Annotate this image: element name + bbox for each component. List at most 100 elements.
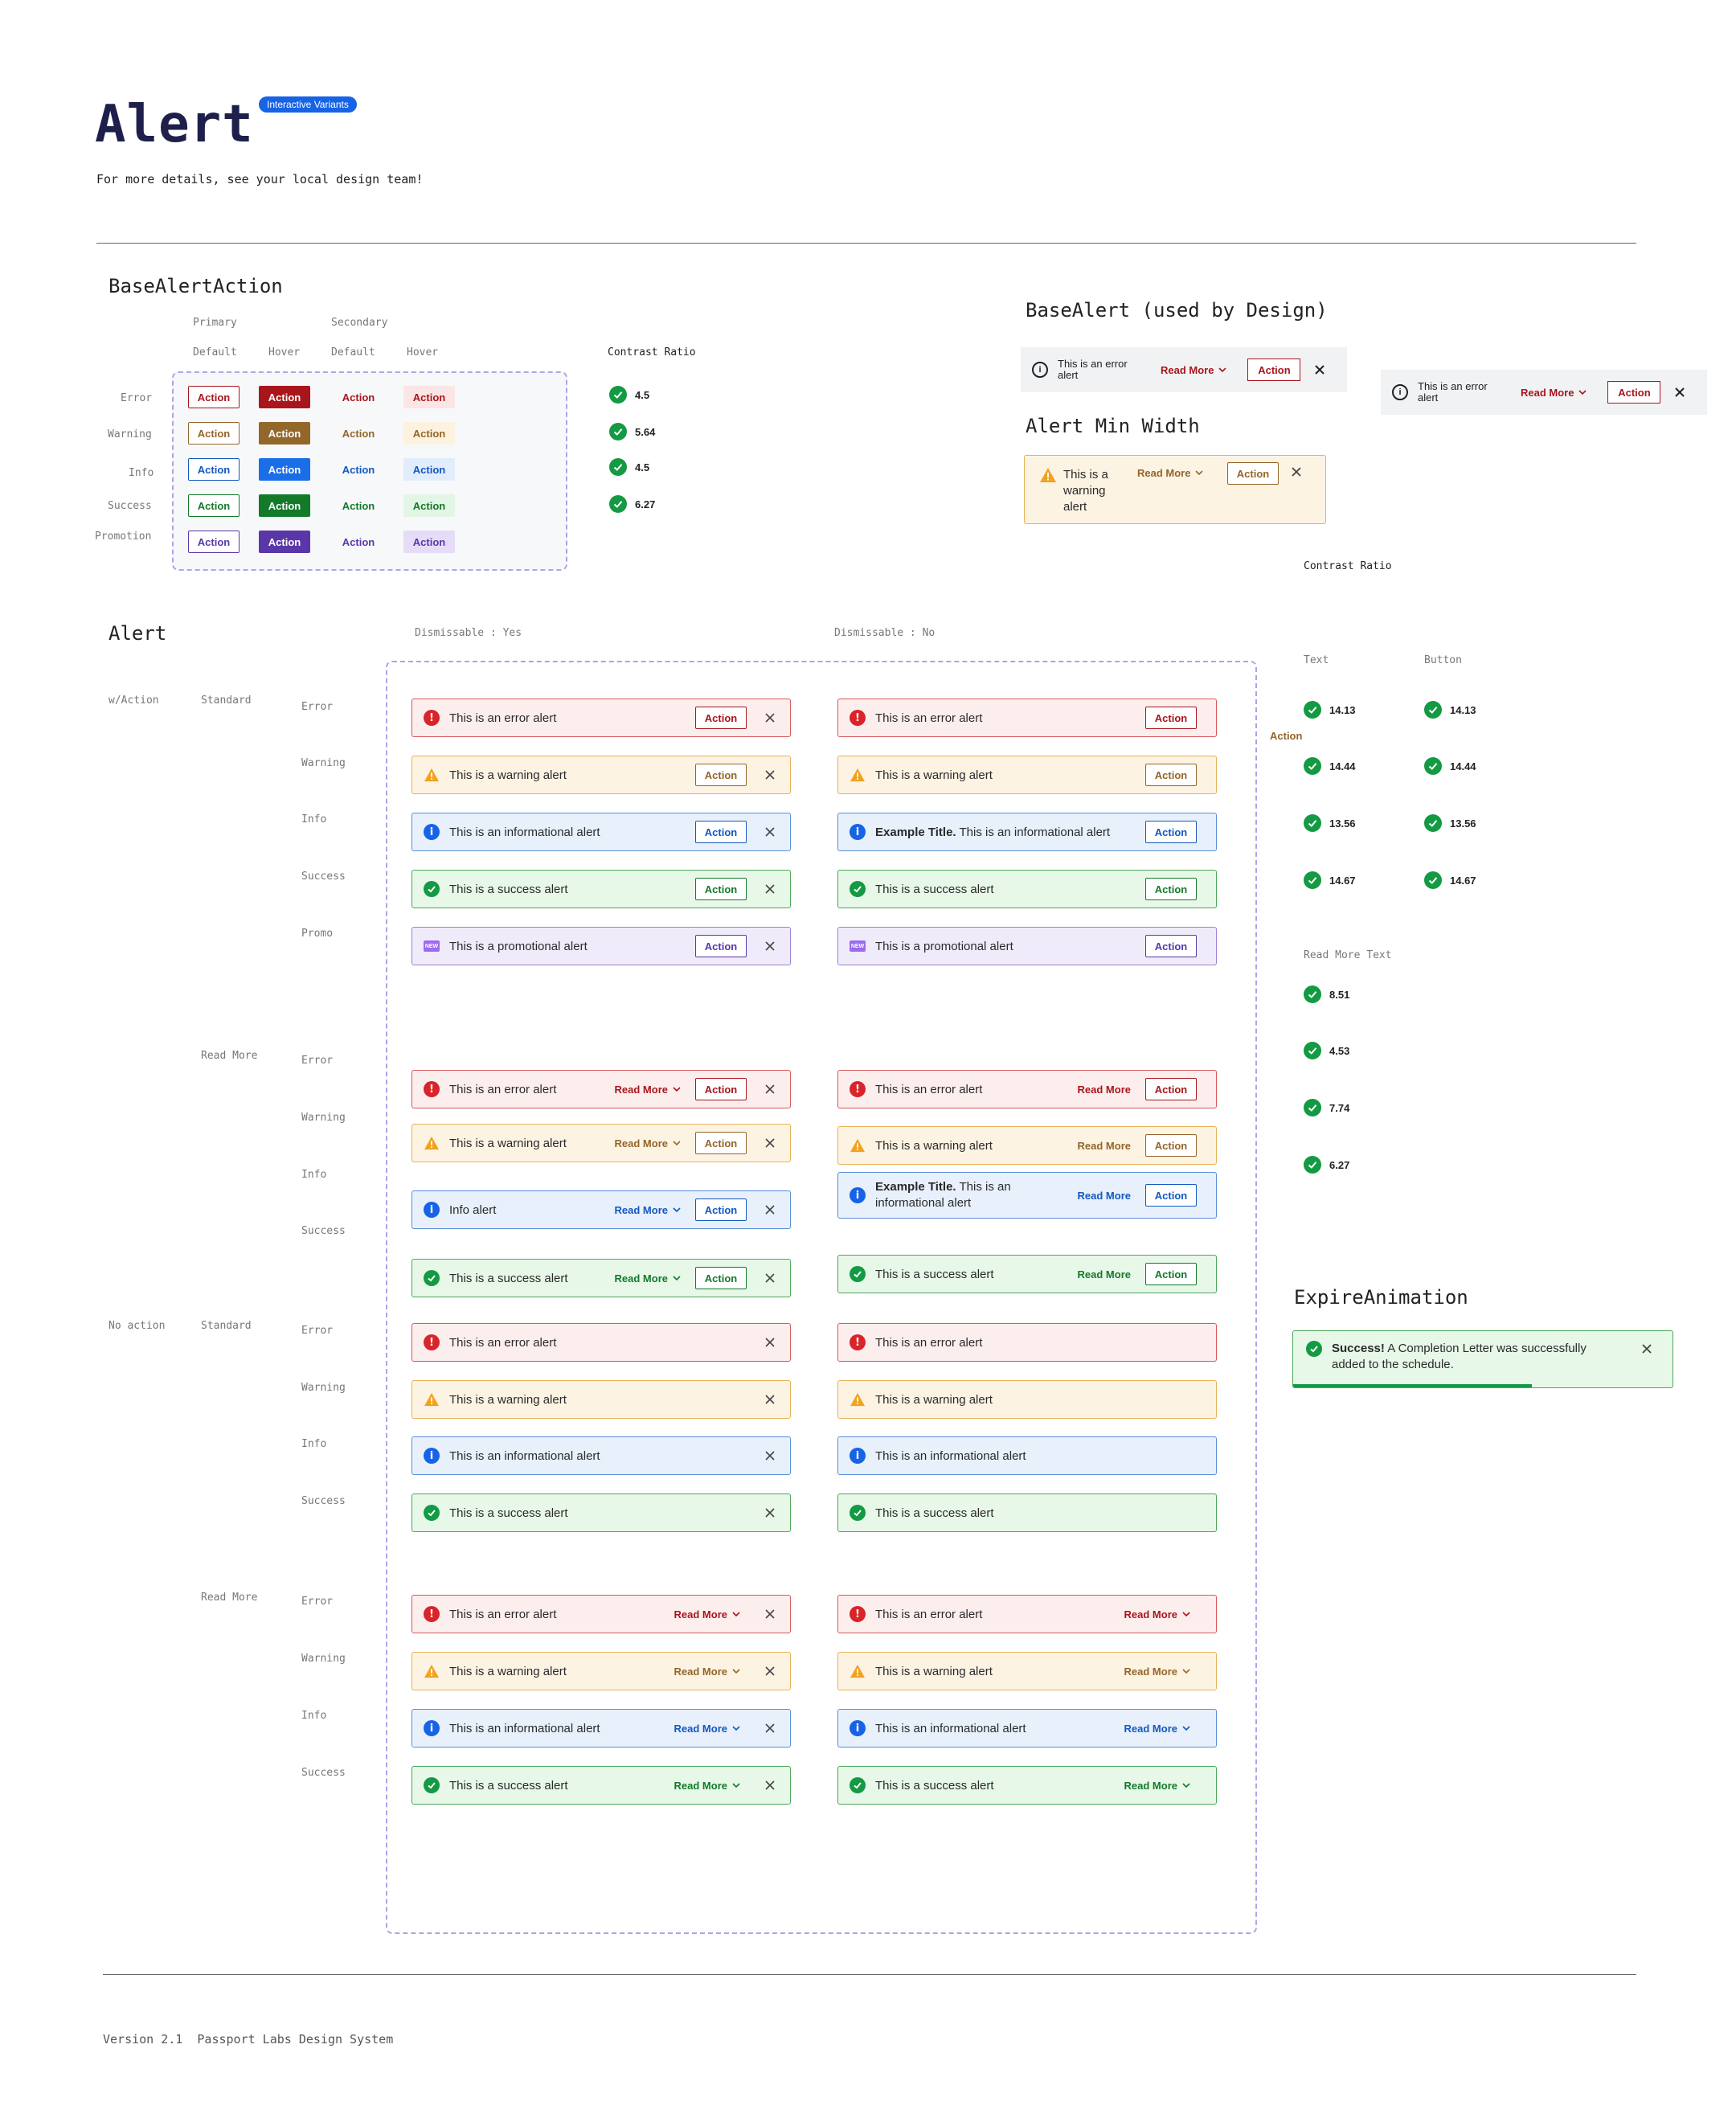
alert-action-button[interactable]: Action — [695, 764, 747, 786]
alert-text: This is a success alert — [449, 882, 568, 896]
alert-text: This is a promotional alert — [875, 939, 1013, 953]
close-icon[interactable] — [761, 1605, 779, 1623]
type-label-success: Success — [301, 1767, 346, 1779]
type-label-error: Error — [301, 701, 334, 713]
promotion-secondary-hover-button[interactable]: Action — [403, 531, 455, 553]
close-icon[interactable] — [761, 766, 779, 784]
alert-action-button[interactable]: Action — [1145, 764, 1197, 786]
row-label-promotion: Promotion — [95, 531, 152, 543]
close-icon[interactable] — [761, 1269, 779, 1287]
error-secondary-default-button[interactable]: Action — [342, 391, 375, 404]
close-icon[interactable] — [761, 1447, 779, 1465]
alert-warning: This is a warning alert Read More Action — [411, 1124, 791, 1162]
read-more-toggle[interactable]: Read More — [615, 1137, 681, 1149]
close-icon[interactable] — [761, 937, 779, 955]
read-more-toggle[interactable]: Read More — [1078, 1084, 1131, 1096]
read-more-label: Read More — [614, 1137, 668, 1149]
close-icon[interactable] — [761, 1080, 779, 1098]
alert-action-button[interactable]: Action — [695, 1267, 747, 1289]
read-more-label: Read More — [1077, 1083, 1131, 1096]
close-icon[interactable] — [1290, 465, 1303, 482]
error-primary-hover-button[interactable]: Action — [259, 386, 310, 408]
info-secondary-hover-button[interactable]: Action — [403, 458, 455, 481]
close-icon[interactable] — [761, 880, 779, 898]
alert-action-button[interactable]: Action — [695, 1132, 747, 1154]
check-circle-icon — [424, 1777, 440, 1793]
expire-alert-text-2: added to the schedule. — [1332, 1358, 1454, 1371]
alert-action-button[interactable]: Action — [1145, 1184, 1197, 1207]
action-ratio-warning: 5.64 — [635, 426, 656, 438]
alert-action-button[interactable]: Action — [695, 878, 747, 900]
promotion-primary-hover-button[interactable]: Action — [259, 531, 310, 553]
close-icon[interactable] — [761, 1504, 779, 1522]
alert-action-button[interactable]: Action — [1145, 707, 1197, 729]
close-icon[interactable] — [761, 1391, 779, 1408]
alert-action-button[interactable]: Action — [1145, 878, 1197, 900]
alert-action-button[interactable]: Action — [695, 935, 747, 957]
alert-action-button[interactable]: Action — [695, 707, 747, 729]
success-primary-hover-button[interactable]: Action — [259, 494, 310, 517]
alert-action-button[interactable]: Action — [695, 1198, 747, 1221]
alert-action-button[interactable]: Action — [1145, 821, 1197, 843]
close-icon[interactable] — [761, 1201, 779, 1219]
read-more-toggle[interactable]: Read More — [674, 1723, 740, 1735]
base-alert-read-more[interactable]: Read More — [1161, 364, 1227, 376]
close-icon[interactable] — [1312, 362, 1328, 378]
min-width-action-button[interactable]: Action — [1227, 462, 1279, 485]
promotion-secondary-default-button[interactable]: Action — [342, 535, 375, 548]
close-icon[interactable] — [761, 1776, 779, 1794]
close-icon[interactable] — [761, 709, 779, 727]
read-more-toggle[interactable]: Read More — [1124, 1666, 1190, 1678]
alert-action-button[interactable]: Action — [1145, 935, 1197, 957]
error-primary-default-button[interactable]: Action — [188, 386, 240, 408]
base-alert-action-button[interactable]: Action — [1247, 359, 1301, 381]
success-secondary-hover-button[interactable]: Action — [403, 494, 455, 517]
warning-primary-default-button[interactable]: Action — [188, 422, 240, 445]
alert-action-button[interactable]: Action — [1145, 1263, 1197, 1285]
warning-secondary-hover-button[interactable]: Action — [403, 422, 455, 445]
read-more-toggle[interactable]: Read More — [615, 1272, 681, 1284]
alert-warning: This is a warning alert Read More — [411, 1652, 791, 1690]
primary-default-label: Default — [193, 346, 237, 359]
close-icon[interactable] — [761, 1134, 779, 1152]
error-secondary-hover-button[interactable]: Action — [403, 386, 455, 408]
alert-success: This is a success alert Read More — [411, 1766, 791, 1805]
read-more-toggle[interactable]: Read More — [1078, 1268, 1131, 1280]
info-primary-hover-button[interactable]: Action — [259, 458, 310, 481]
close-icon[interactable] — [761, 1334, 779, 1351]
warning-secondary-default-button[interactable]: Action — [342, 427, 375, 440]
success-secondary-default-button[interactable]: Action — [342, 499, 375, 512]
close-icon[interactable] — [1672, 384, 1688, 400]
alert-action-button[interactable]: Action — [1145, 1078, 1197, 1100]
read-more-toggle[interactable]: Read More — [615, 1204, 681, 1216]
close-icon[interactable] — [761, 823, 779, 841]
error-icon: ! — [424, 1606, 440, 1622]
button-contrast-ratio: 14.13 — [1450, 704, 1476, 716]
info-secondary-default-button[interactable]: Action — [342, 463, 375, 476]
read-more-toggle[interactable]: Read More — [674, 1666, 740, 1678]
base-alert-read-more[interactable]: Read More — [1521, 387, 1587, 399]
alert-success: This is a success alert Action — [411, 870, 791, 908]
min-width-read-more[interactable]: Read More — [1137, 467, 1204, 479]
read-more-toggle[interactable]: Read More — [1078, 1190, 1131, 1202]
close-icon[interactable] — [1640, 1342, 1653, 1359]
success-primary-default-button[interactable]: Action — [188, 494, 240, 517]
promotion-primary-default-button[interactable]: Action — [188, 531, 240, 553]
info-primary-default-button[interactable]: Action — [188, 458, 240, 481]
alert-action-button[interactable]: Action — [695, 1078, 747, 1100]
read-more-toggle[interactable]: Read More — [1124, 1780, 1190, 1792]
close-icon[interactable] — [761, 1662, 779, 1680]
close-icon[interactable] — [761, 1719, 779, 1737]
read-more-toggle[interactable]: Read More — [1124, 1608, 1190, 1620]
warning-primary-hover-button[interactable]: Action — [259, 422, 310, 445]
alert-text: This is an error alert — [449, 1607, 557, 1621]
read-more-toggle[interactable]: Read More — [674, 1608, 740, 1620]
base-alert-action-button[interactable]: Action — [1607, 381, 1661, 404]
read-more-toggle[interactable]: Read More — [1078, 1140, 1131, 1152]
read-more-toggle[interactable]: Read More — [615, 1084, 681, 1096]
alert-action-button[interactable]: Action — [1145, 1134, 1197, 1157]
error-icon: ! — [850, 1081, 866, 1097]
read-more-toggle[interactable]: Read More — [674, 1780, 740, 1792]
read-more-toggle[interactable]: Read More — [1124, 1723, 1190, 1735]
alert-action-button[interactable]: Action — [695, 821, 747, 843]
